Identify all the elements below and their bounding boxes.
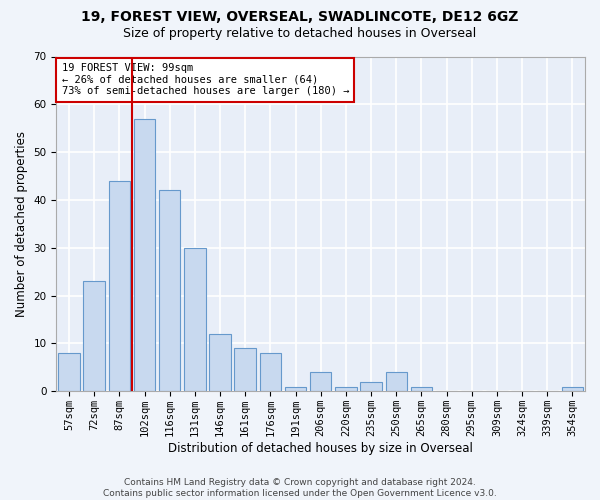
Bar	[310, 372, 331, 392]
Y-axis label: Number of detached properties: Number of detached properties	[15, 131, 28, 317]
Bar	[83, 282, 105, 392]
Bar	[209, 334, 231, 392]
Bar	[109, 181, 130, 392]
Text: 19 FOREST VIEW: 99sqm
← 26% of detached houses are smaller (64)
73% of semi-deta: 19 FOREST VIEW: 99sqm ← 26% of detached …	[62, 63, 349, 96]
Bar	[58, 353, 80, 392]
Bar	[335, 386, 356, 392]
Text: Contains HM Land Registry data © Crown copyright and database right 2024.
Contai: Contains HM Land Registry data © Crown c…	[103, 478, 497, 498]
Bar	[235, 348, 256, 392]
Bar	[134, 118, 155, 392]
Text: Size of property relative to detached houses in Overseal: Size of property relative to detached ho…	[124, 28, 476, 40]
Bar	[410, 386, 432, 392]
Text: 19, FOREST VIEW, OVERSEAL, SWADLINCOTE, DE12 6GZ: 19, FOREST VIEW, OVERSEAL, SWADLINCOTE, …	[82, 10, 518, 24]
Bar	[184, 248, 206, 392]
X-axis label: Distribution of detached houses by size in Overseal: Distribution of detached houses by size …	[168, 442, 473, 455]
Bar	[159, 190, 181, 392]
Bar	[386, 372, 407, 392]
Bar	[361, 382, 382, 392]
Bar	[562, 386, 583, 392]
Bar	[260, 353, 281, 392]
Bar	[285, 386, 306, 392]
